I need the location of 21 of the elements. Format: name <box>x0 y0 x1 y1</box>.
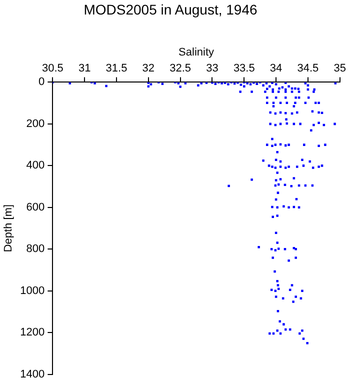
y-tick-label: 600 <box>26 201 45 214</box>
y-tick-label: 800 <box>26 243 45 256</box>
y-tick-label: 0 <box>38 76 45 88</box>
x-tick-label: 35 <box>334 62 346 75</box>
x-tick-label: 32 <box>142 62 155 75</box>
x-axis-title: Salinity <box>178 46 214 58</box>
x-tick-label: 33 <box>206 62 218 75</box>
x-tick-label: 31.5 <box>106 62 128 75</box>
y-axis-title: Depth [m] <box>2 204 15 252</box>
x-tick-label: 34 <box>270 62 282 75</box>
x-tick-label: 34.5 <box>297 62 319 75</box>
y-tick-label: 1000 <box>20 284 45 297</box>
x-tick-label: 33.5 <box>233 62 255 75</box>
x-tick-label: 32.5 <box>170 62 192 75</box>
y-tick-label: 1400 <box>20 368 45 380</box>
y-tick-label: 400 <box>26 160 45 172</box>
x-tick-label: 30.5 <box>42 62 64 75</box>
chart-title: MODS2005 in August, 1946 <box>84 1 258 18</box>
x-tick-label: 31 <box>78 62 91 75</box>
y-tick-label: 1200 <box>20 326 45 339</box>
y-tick-label: 200 <box>26 118 45 130</box>
